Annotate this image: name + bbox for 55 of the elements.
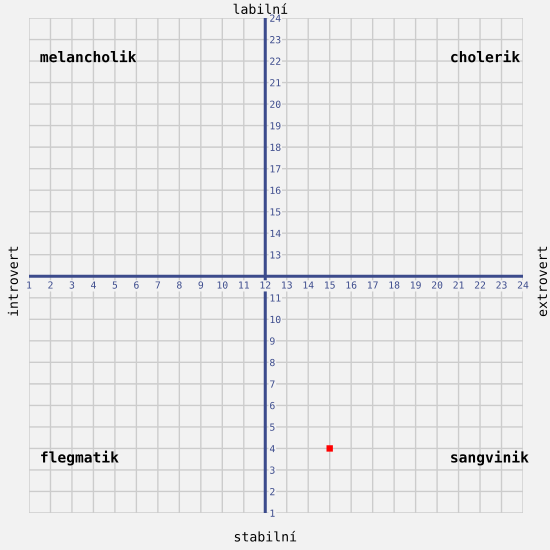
x-tick-label: 4 <box>90 281 96 289</box>
x-tick-label: 23 <box>496 281 507 289</box>
x-tick-label: 5 <box>112 281 118 289</box>
x-tick-label: 2 <box>48 281 53 289</box>
y-tick-label: 6 <box>270 402 275 410</box>
y-tick-label: 18 <box>270 144 281 151</box>
y-tick-label: 24 <box>270 14 281 22</box>
y-tick-label: 20 <box>270 100 281 108</box>
y-axis-title: introvert <box>8 246 18 316</box>
y-tick-label: 2 <box>270 488 274 496</box>
x-tick-label: 17 <box>368 281 378 289</box>
x-tick-label: 8 <box>177 281 182 289</box>
annotation: sangvinik <box>451 450 529 466</box>
x-tick-label: 15 <box>325 281 335 289</box>
x-tick-label: 24 <box>518 281 528 289</box>
y-tick-label: 22 <box>270 58 280 65</box>
y-tick-label: 17 <box>270 165 280 172</box>
y-tick-label: 10 <box>270 316 281 324</box>
x-tick-label: 10 <box>218 281 228 289</box>
chart-title: labilní <box>234 3 288 14</box>
y2-axis-title: extrovert <box>538 246 548 316</box>
y-tick-label: 15 <box>270 208 280 216</box>
y-tick-label: 3 <box>270 466 275 474</box>
y-tick-label: 16 <box>270 186 281 194</box>
y-tick-label: 11 <box>270 294 280 302</box>
x-tick-label: 3 <box>70 281 74 289</box>
y-tick-label: 4 <box>270 445 275 452</box>
x-tick-label: 7 <box>156 281 160 289</box>
x-tick-label: 11 <box>239 281 249 289</box>
y-tick-label: 1 <box>270 510 275 517</box>
x-tick-label: 1 <box>27 281 32 289</box>
y-tick-label: 23 <box>270 36 280 44</box>
x-tick-label: 12 <box>260 281 270 289</box>
y-tick-label: 5 <box>270 424 275 431</box>
x-tick-label: 13 <box>282 281 292 289</box>
x-tick-label: 16 <box>346 281 356 289</box>
y-tick-label: 21 <box>270 79 280 86</box>
x-tick-label: 22 <box>474 281 486 289</box>
x-tick-label: 18 <box>389 281 400 289</box>
x-tick-label: 20 <box>432 281 442 289</box>
y-tick-label: 8 <box>270 358 275 366</box>
annotation: cholerik <box>451 50 520 62</box>
x-tick-label: 21 <box>453 281 464 289</box>
x-tick-label: 9 <box>198 281 204 289</box>
x-tick-label: 19 <box>410 281 421 289</box>
x-tick-label: 14 <box>304 281 314 289</box>
annotation: flegmatik <box>41 450 119 466</box>
y-tick-label: 9 <box>270 337 275 345</box>
annotation: melancholik <box>40 50 136 62</box>
y-tick-label: 13 <box>270 251 280 259</box>
x-tick-label: 6 <box>134 281 139 289</box>
y-tick-label: 19 <box>270 122 280 130</box>
y-tick-label: 7 <box>270 380 275 388</box>
x-axis-title: stabilní <box>234 530 296 542</box>
y-tick-label: 14 <box>270 230 281 237</box>
